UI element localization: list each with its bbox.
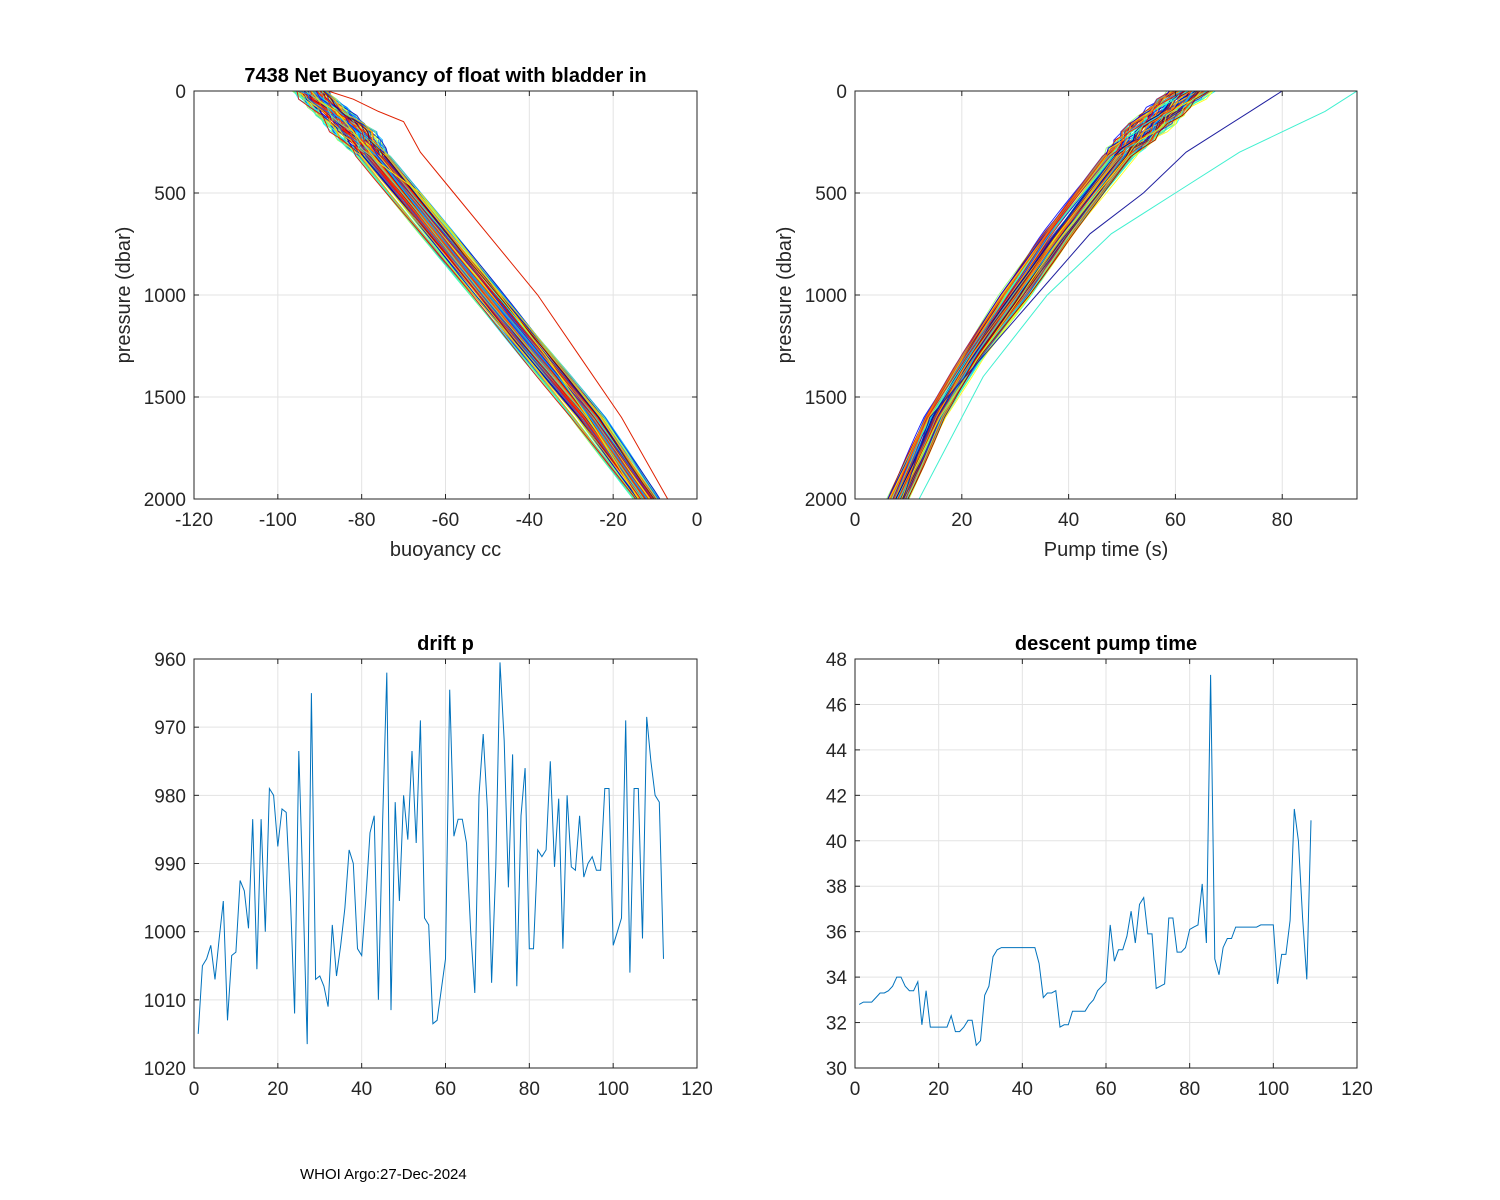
descent-ytick-label: 46 (826, 695, 847, 716)
drift-series-group (197, 662, 664, 1045)
drift-xtick-label: 20 (267, 1079, 288, 1100)
pump-profile-line (888, 91, 1172, 499)
descent-ytick-label: 30 (826, 1059, 847, 1080)
pump-ylabel: pressure (dbar) (774, 227, 796, 364)
pump-xtick-label: 60 (1165, 510, 1186, 531)
descent-xtick-label: 80 (1179, 1079, 1200, 1100)
chart-descent: 0 20 40 60 80 100 120 30 32 34 36 38 40 42 44 46 48 desce… (826, 633, 1373, 1100)
descent-xtick-label: 120 (1341, 1079, 1373, 1100)
buoyancy-ytick-label: 1500 (144, 388, 186, 409)
buoyancy-xtick-label: -20 (599, 510, 626, 531)
pump-profile-line (907, 91, 1210, 499)
buoyancy-profile-line (319, 91, 652, 499)
descent-series-line (858, 674, 1312, 1047)
pump-profile-line (890, 91, 1177, 499)
buoyancy-title: 7438 Net Buoyancy of float with bladder … (244, 65, 646, 87)
pump-profile-line (891, 91, 1182, 499)
buoyancy-profile-line (315, 91, 652, 499)
buoyancy-profile-line (298, 91, 637, 499)
pump-ytick-label: 1000 (805, 286, 847, 307)
pump-series-group (886, 91, 1357, 499)
descent-ytick-label: 44 (826, 741, 848, 762)
drift-ytick-label: 960 (154, 650, 186, 671)
chart-pump: 0 20 40 60 80 0 500 1000 1500 2000 Pump time (s) pr… (774, 82, 1358, 561)
drift-xtick-label: 40 (351, 1079, 372, 1100)
pump-outlier-line (918, 91, 1357, 499)
buoyancy-ytick-label: 0 (175, 82, 186, 103)
pump-xtick-label: 20 (951, 510, 972, 531)
buoyancy-xlabel: buoyancy cc (390, 539, 501, 561)
buoyancy-xtick-label: -60 (432, 510, 459, 531)
drift-ytick-label: 990 (154, 855, 186, 876)
buoyancy-series-group (210, 91, 669, 499)
drift-xtick-label: 0 (189, 1079, 200, 1100)
chart-buoyancy: -120 -100 -80 -60 -40 -20 0 0 500 1000 1500 2000 743… (113, 65, 702, 561)
pump-ytick-label: 500 (815, 184, 847, 205)
pump-xtick-label: 40 (1058, 510, 1079, 531)
drift-ytick-label: 970 (154, 718, 186, 739)
drift-title: drift p (417, 633, 474, 655)
descent-title: descent pump time (1015, 633, 1197, 655)
buoyancy-ytick-label: 1000 (144, 286, 186, 307)
drift-xtick-label: 100 (597, 1079, 629, 1100)
descent-xtick-label: 40 (1012, 1079, 1033, 1100)
buoyancy-xtick-label: -40 (516, 510, 543, 531)
pump-profile-line (895, 91, 1185, 499)
buoyancy-ylabel: pressure (dbar) (113, 227, 135, 364)
buoyancy-profile-line (296, 91, 637, 499)
buoyancy-outlier-line (210, 91, 312, 96)
drift-xtick-label: 120 (681, 1079, 713, 1100)
descent-ytick-label: 40 (826, 832, 847, 853)
drift-ytick-label: 1020 (144, 1059, 186, 1080)
buoyancy-outlier-line (327, 91, 669, 499)
pump-outlier-line (902, 91, 1283, 499)
buoyancy-ytick-label: 2000 (144, 490, 186, 511)
descent-ytick-label: 48 (826, 650, 847, 671)
pump-profile-line (900, 91, 1202, 499)
buoyancy-xtick-label: 0 (692, 510, 703, 531)
drift-series-line (197, 662, 664, 1045)
buoyancy-ytick-label: 500 (154, 184, 186, 205)
drift-ytick-label: 1010 (144, 991, 186, 1012)
buoyancy-xtick-label: -100 (259, 510, 297, 531)
buoyancy-profile-line (322, 91, 655, 499)
pump-ytick-label: 1500 (805, 388, 847, 409)
pump-xtick-label: 80 (1272, 510, 1293, 531)
pump-profile-line (906, 91, 1211, 499)
buoyancy-xtick-label: -80 (348, 510, 375, 531)
descent-series-group (858, 674, 1312, 1047)
descent-ytick-label: 38 (826, 877, 847, 898)
buoyancy-profile-line (306, 91, 644, 499)
pump-xtick-label: 0 (850, 510, 861, 531)
pump-profile-line (890, 91, 1181, 499)
drift-xtick-label: 60 (435, 1079, 456, 1100)
pump-ytick-label: 2000 (805, 490, 847, 511)
buoyancy-profile-line (326, 91, 657, 499)
descent-ytick-label: 34 (826, 968, 848, 989)
pump-profile-line (889, 91, 1174, 499)
descent-ytick-label: 42 (826, 786, 847, 807)
pump-ytick-label: 0 (836, 82, 847, 103)
descent-xtick-label: 100 (1257, 1079, 1289, 1100)
pump-profile-line (898, 91, 1192, 499)
descent-ytick-label: 36 (826, 923, 847, 944)
descent-xtick-label: 60 (1095, 1079, 1116, 1100)
drift-xtick-label: 80 (519, 1079, 540, 1100)
descent-ytick-label: 32 (826, 1014, 847, 1035)
footer-stamp: WHOI Argo:27-Dec-2024 (300, 1166, 467, 1183)
buoyancy-profile-line (300, 91, 642, 499)
drift-ytick-label: 1000 (144, 923, 186, 944)
buoyancy-profile-line (300, 91, 641, 499)
buoyancy-outlier-line (311, 91, 639, 499)
descent-xtick-label: 20 (928, 1079, 949, 1100)
descent-xtick-label: 0 (850, 1079, 861, 1100)
pump-xlabel: Pump time (s) (1044, 539, 1168, 561)
buoyancy-profile-line (311, 91, 648, 499)
buoyancy-profile-line (296, 91, 635, 499)
buoyancy-profile-line (325, 91, 658, 499)
chart-drift: 0 20 40 60 80 100 120 960 970 980 990 1000 1010 1020 d… (144, 633, 713, 1100)
drift-ytick-label: 980 (154, 786, 186, 807)
buoyancy-xtick-label: -120 (175, 510, 213, 531)
